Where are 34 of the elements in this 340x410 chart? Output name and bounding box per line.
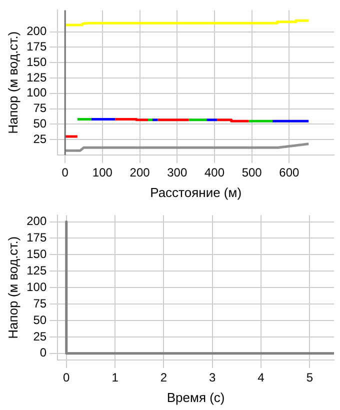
y-tick-label: 150 [26, 247, 47, 262]
x-tick-label: 0 [63, 370, 70, 385]
x-tick-label: 2 [160, 370, 168, 385]
x-axis-title: Время (с) [166, 390, 225, 405]
x-tick-label: 100 [92, 166, 113, 180]
y-tick-label: 200 [26, 214, 47, 228]
y-tick-label: 75 [33, 101, 47, 116]
x-tick-label: 4 [258, 370, 265, 385]
y-tick-label: 100 [26, 86, 47, 100]
x-tick-label: 600 [279, 166, 300, 180]
x-tick-label: 200 [130, 166, 150, 180]
y-tick-label: 0 [40, 346, 47, 360]
x-tick-label: 1 [112, 370, 119, 385]
y-tick-label: 75 [33, 296, 47, 310]
y-tick-label: 50 [33, 116, 47, 131]
x-tick-label: 500 [242, 166, 262, 180]
y-axis-title: Напор (м вод.ст.) [5, 236, 20, 339]
y-axis-title: Напор (м вод.ст.) [5, 31, 20, 134]
y-tick-label: 100 [26, 280, 47, 294]
x-tick-label: 0 [62, 166, 69, 180]
y-tick-label: 125 [26, 263, 47, 278]
y-tick-label: 125 [26, 70, 47, 84]
y-tick-label: 50 [33, 312, 47, 327]
y-tick-label: 150 [26, 54, 47, 69]
x-tick-label: 300 [167, 166, 188, 180]
x-axis-title: Расстояние (м) [150, 184, 242, 200]
x-tick-label: 3 [209, 370, 216, 385]
y-tick-label: 200 [26, 24, 47, 38]
x-tick-label: 400 [204, 166, 225, 180]
y-tick-label: 175 [26, 230, 47, 245]
y-tick-label: 25 [33, 132, 47, 146]
y-tick-label: 175 [26, 39, 47, 54]
y-tick-label: 25 [33, 329, 47, 344]
x-tick-label: 5 [306, 370, 314, 385]
